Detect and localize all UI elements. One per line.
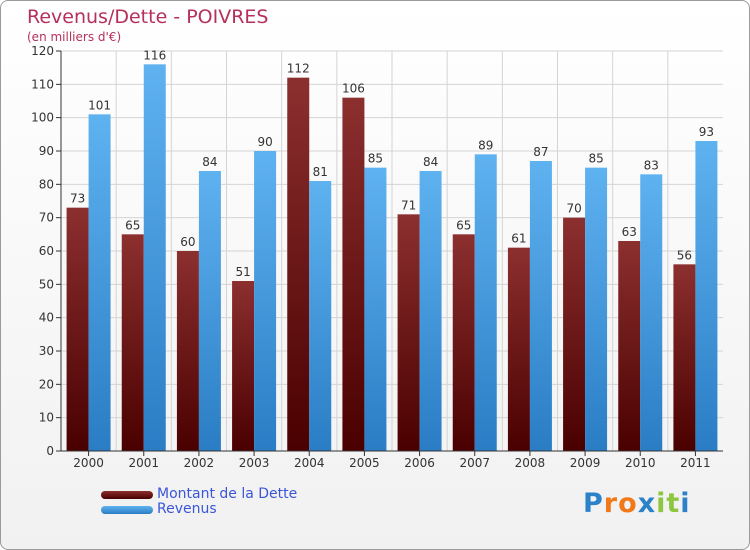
y-tick-label-40: 40 xyxy=(39,311,54,325)
x-tick-label-2004: 2004 xyxy=(294,456,325,470)
bar-debt-2006 xyxy=(397,214,420,451)
logo-letter: i xyxy=(656,488,667,519)
logo-letter: x xyxy=(637,488,657,519)
axis-layer: 0 10 20 30 40 50 60 70 80 90 100 110 120 2000 2001 2002… xyxy=(31,44,723,470)
grid-layer xyxy=(61,50,723,452)
bar-debt-2002 xyxy=(176,251,199,451)
y-tick-label-20: 20 xyxy=(39,377,54,391)
bar-debt-2011 xyxy=(673,264,696,451)
data-label-revenue-2006: 84 xyxy=(423,155,438,169)
bar-debt-2000 xyxy=(66,207,89,451)
data-label-revenue-2003: 90 xyxy=(257,135,272,149)
x-tick-label-2005: 2005 xyxy=(349,456,380,470)
bar-debt-2010 xyxy=(618,241,641,451)
bar-debt-2003 xyxy=(232,281,255,451)
legend-item-revenue: Revenus xyxy=(101,502,297,517)
data-label-revenue-2004: 81 xyxy=(313,165,328,179)
data-label-revenue-2010: 83 xyxy=(644,158,659,172)
y-tick-label-0: 0 xyxy=(46,444,54,458)
x-tick-label-2010: 2010 xyxy=(625,456,656,470)
logo-letter: r xyxy=(603,488,619,519)
bar-revenue-2004 xyxy=(309,181,332,451)
bar-revenue-2007 xyxy=(474,154,497,452)
legend-label-revenue: Revenus xyxy=(157,501,217,517)
bar-revenue-2003 xyxy=(254,151,277,451)
x-tick-label-2006: 2006 xyxy=(404,456,435,470)
proxiti-logo: Proxiti xyxy=(583,488,691,519)
data-label-revenue-2005: 85 xyxy=(368,152,383,166)
labels-layer: 73 101 65 116 60 84 51 90 112 81 106 85 71 84 65 89 61 87… xyxy=(70,48,714,279)
x-tick-label-2009: 2009 xyxy=(570,456,601,470)
data-label-debt-2003: 51 xyxy=(235,265,250,279)
bar-debt-2009 xyxy=(563,217,586,451)
data-label-revenue-2009: 85 xyxy=(588,152,603,166)
data-label-debt-2010: 63 xyxy=(622,225,637,239)
bar-debt-2004 xyxy=(287,77,310,452)
legend-swatch-debt xyxy=(101,490,153,499)
x-tick-label-2000: 2000 xyxy=(73,456,104,470)
bars-layer xyxy=(66,64,718,452)
bar-debt-2008 xyxy=(507,247,530,451)
legend-item-debt: Montant de la Dette xyxy=(101,487,297,502)
data-label-debt-2001: 65 xyxy=(125,218,140,232)
bar-debt-2007 xyxy=(452,234,475,451)
chart-title: Revenus/Dette - POIVRES xyxy=(27,6,268,28)
data-label-debt-2011: 56 xyxy=(677,248,692,262)
data-label-debt-2005: 106 xyxy=(342,82,365,96)
x-tick-label-2001: 2001 xyxy=(128,456,159,470)
data-label-revenue-2001: 116 xyxy=(143,48,166,62)
x-tick-label-2011: 2011 xyxy=(680,456,711,470)
data-label-debt-2007: 65 xyxy=(456,218,471,232)
logo-letter: i xyxy=(680,488,691,519)
data-label-debt-2004: 112 xyxy=(287,62,310,76)
y-tick-label-100: 100 xyxy=(31,111,54,125)
data-label-revenue-2008: 87 xyxy=(533,145,548,159)
chart-subtitle: (en milliers d'€) xyxy=(27,30,121,44)
bar-revenue-2000 xyxy=(88,114,111,451)
data-label-revenue-2011: 93 xyxy=(699,125,714,139)
bar-revenue-2010 xyxy=(640,174,663,452)
y-tick-label-90: 90 xyxy=(39,144,54,158)
y-tick-label-10: 10 xyxy=(39,411,54,425)
data-label-debt-2008: 61 xyxy=(511,232,526,246)
legend: Montant de la Dette Revenus xyxy=(101,487,297,517)
data-label-debt-2006: 71 xyxy=(401,198,416,212)
data-label-debt-2002: 60 xyxy=(180,235,195,249)
bar-revenue-2005 xyxy=(364,167,387,451)
bar-revenue-2008 xyxy=(529,161,552,451)
bar-revenue-2006 xyxy=(419,171,442,451)
y-tick-label-120: 120 xyxy=(31,44,54,58)
data-label-revenue-2002: 84 xyxy=(202,155,217,169)
bar-revenue-2001 xyxy=(143,64,166,452)
y-tick-label-70: 70 xyxy=(39,211,54,225)
logo-letter: o xyxy=(618,488,638,519)
legend-label-debt: Montant de la Dette xyxy=(157,486,298,502)
bar-revenue-2009 xyxy=(585,167,608,451)
y-tick-label-80: 80 xyxy=(39,177,54,191)
legend-swatch-revenue xyxy=(101,505,153,514)
x-tick-label-2007: 2007 xyxy=(459,456,490,470)
y-tick-label-50: 50 xyxy=(39,277,54,291)
y-tick-label-60: 60 xyxy=(39,244,54,258)
logo-letter: t xyxy=(666,488,681,519)
data-label-revenue-2000: 101 xyxy=(88,98,111,112)
x-tick-label-2002: 2002 xyxy=(184,456,215,470)
x-tick-label-2003: 2003 xyxy=(239,456,270,470)
bar-debt-2001 xyxy=(121,234,144,451)
data-label-debt-2009: 70 xyxy=(566,202,581,216)
logo-letter: P xyxy=(583,488,604,519)
data-label-debt-2000: 73 xyxy=(70,192,85,206)
bar-debt-2005 xyxy=(342,97,365,452)
x-tick-label-2008: 2008 xyxy=(515,456,546,470)
bar-revenue-2011 xyxy=(695,141,718,451)
y-tick-label-110: 110 xyxy=(31,77,54,91)
data-label-revenue-2007: 89 xyxy=(478,138,493,152)
y-tick-label-30: 30 xyxy=(39,344,54,358)
bar-revenue-2002 xyxy=(198,171,221,451)
